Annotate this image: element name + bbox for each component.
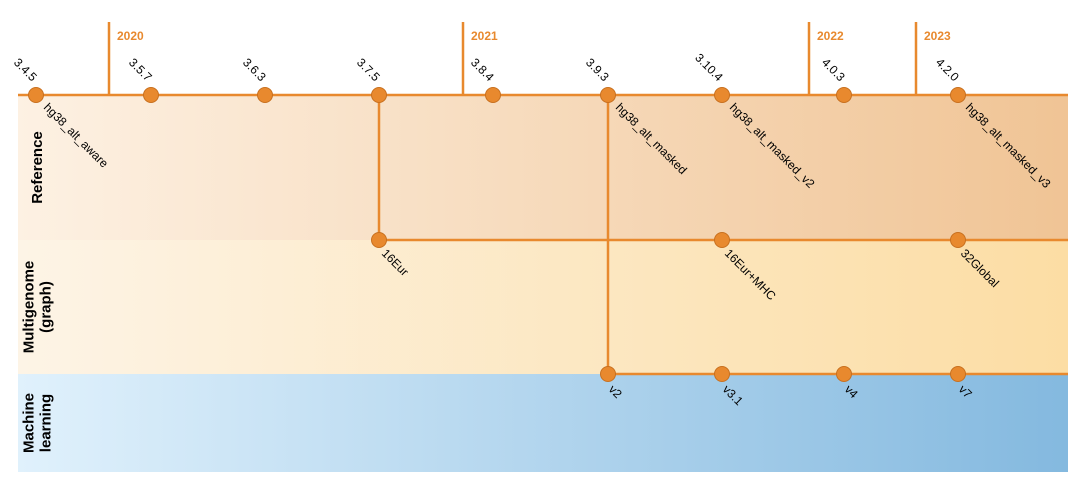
version-label: 3.9.3 — [583, 55, 612, 84]
version-label: 3.5.7 — [126, 55, 155, 84]
release-node — [714, 232, 730, 248]
release-node — [950, 87, 966, 103]
version-label: 4.0.3 — [819, 55, 848, 84]
release-node — [257, 87, 273, 103]
version-label: 3.7.5 — [354, 55, 383, 84]
version-label: 3.4.5 — [11, 55, 40, 84]
release-node — [714, 366, 730, 382]
version-label: 4.2.0 — [933, 55, 962, 84]
release-node — [600, 366, 616, 382]
version-label: 3.10.4 — [692, 51, 726, 85]
release-node — [371, 232, 387, 248]
lane-label: Machine — [20, 393, 37, 453]
release-node — [836, 366, 852, 382]
release-node — [950, 232, 966, 248]
release-node — [836, 87, 852, 103]
release-node — [28, 87, 44, 103]
lane-label: learning — [37, 394, 54, 452]
release-node — [714, 87, 730, 103]
version-label: 3.8.4 — [468, 55, 497, 84]
lane-band — [18, 374, 1068, 472]
release-node — [371, 87, 387, 103]
release-node — [600, 87, 616, 103]
lane-label: Reference — [29, 131, 46, 204]
year-label: 2021 — [471, 29, 498, 43]
lane-label: (graph) — [37, 281, 54, 333]
release-node — [485, 87, 501, 103]
version-label: 3.6.3 — [240, 55, 269, 84]
lane-band — [18, 95, 1068, 240]
release-node — [950, 366, 966, 382]
lane-label: Multigenome — [20, 261, 37, 354]
year-label: 2020 — [117, 29, 144, 43]
release-node — [143, 87, 159, 103]
year-label: 2022 — [817, 29, 844, 43]
year-label: 2023 — [924, 29, 951, 43]
lane-band — [18, 240, 1068, 374]
